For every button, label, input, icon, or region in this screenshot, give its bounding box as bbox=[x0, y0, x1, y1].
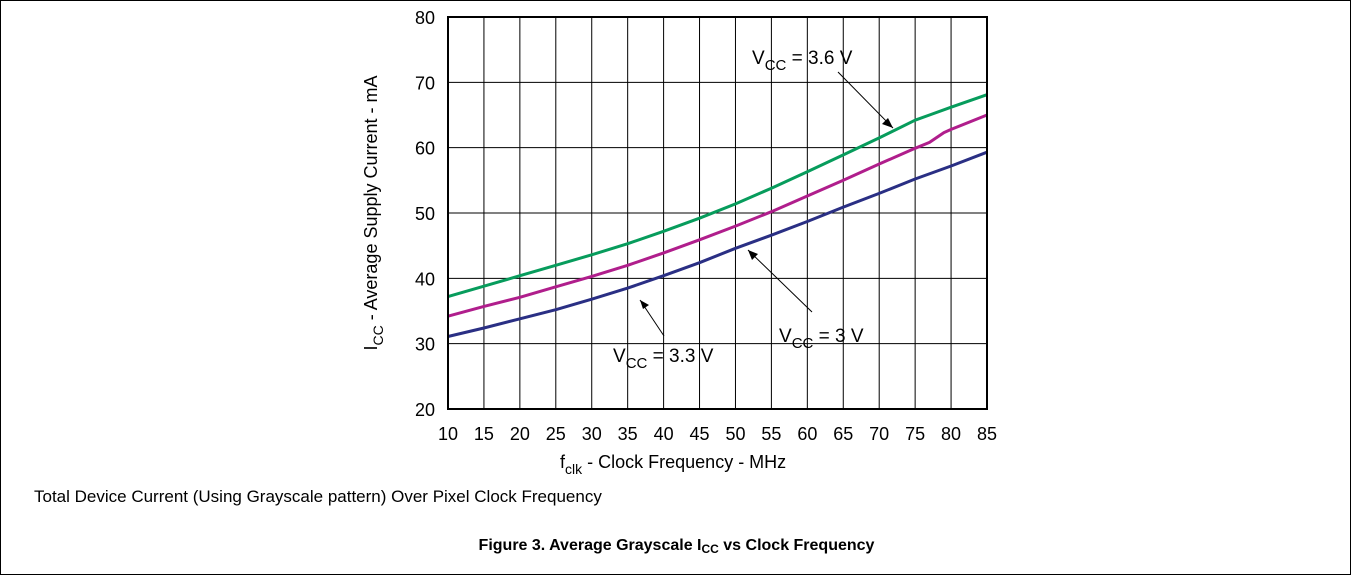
y-tick-label-50: 50 bbox=[415, 204, 435, 224]
figure-caption: Total Device Current (Using Grayscale pa… bbox=[34, 487, 602, 506]
annotation-vcc-3v: VCC = 3 V bbox=[779, 326, 864, 352]
series-line-0 bbox=[447, 93, 988, 299]
plot-area-border bbox=[447, 16, 988, 410]
annotation-arrowhead-3v bbox=[748, 250, 758, 260]
y-tick-label-60: 60 bbox=[415, 139, 435, 159]
x-axis-label: fclk - Clock Frequency - MHz bbox=[560, 452, 786, 477]
annotation-arrowhead-3v3 bbox=[640, 300, 649, 309]
y-tick-label-70: 70 bbox=[415, 73, 435, 93]
y-axis-label: ICC - Average Supply Current - mA bbox=[361, 75, 386, 350]
x-tick-label-35: 35 bbox=[618, 424, 638, 444]
series-line-2 bbox=[447, 150, 988, 338]
x-tick-labels: 10 15 20 25 30 35 40 45 50 55 60 65 70 75 80 85 bbox=[438, 424, 997, 444]
x-tick-label-10: 10 bbox=[438, 424, 458, 444]
x-tick-label-40: 40 bbox=[654, 424, 674, 444]
y-tick-label-40: 40 bbox=[415, 269, 435, 289]
x-tick-label-85: 85 bbox=[977, 424, 997, 444]
x-tick-label-65: 65 bbox=[833, 424, 853, 444]
annotation-vcc-3v6: VCC = 3.6 V bbox=[752, 48, 853, 74]
x-tick-label-45: 45 bbox=[690, 424, 710, 444]
x-tick-label-70: 70 bbox=[869, 424, 889, 444]
grid bbox=[447, 16, 988, 410]
y-tick-label-80: 80 bbox=[415, 8, 435, 28]
x-tick-label-80: 80 bbox=[941, 424, 961, 444]
x-tick-label-30: 30 bbox=[582, 424, 602, 444]
y-tick-labels: 20 30 40 50 60 70 80 bbox=[415, 8, 435, 420]
x-tick-label-75: 75 bbox=[905, 424, 925, 444]
annotation-arrow-3v bbox=[747, 249, 813, 313]
y-tick-label-30: 30 bbox=[415, 335, 435, 355]
series-line-1 bbox=[447, 113, 988, 318]
series-layer bbox=[447, 93, 988, 338]
x-tick-label-50: 50 bbox=[725, 424, 745, 444]
annotation-vcc-3v3: VCC = 3.3 V bbox=[613, 346, 714, 372]
annotation-arrow-3v6 bbox=[837, 71, 894, 129]
x-tick-label-60: 60 bbox=[797, 424, 817, 444]
x-tick-label-25: 25 bbox=[546, 424, 566, 444]
annotation-arrowhead-3v6 bbox=[882, 118, 893, 128]
chart: 20 30 40 50 60 70 80 10 15 20 25 30 35 40 45 50 55 60 65 7… bbox=[361, 8, 997, 477]
x-tick-label-20: 20 bbox=[510, 424, 530, 444]
figure-title: Figure 3. Average Grayscale ICC vs Clock… bbox=[478, 537, 875, 556]
x-tick-label-15: 15 bbox=[474, 424, 494, 444]
x-tick-label-55: 55 bbox=[761, 424, 781, 444]
annotations: VCC = 3.6 V VCC = 3.3 V VCC = 3 V bbox=[613, 48, 894, 372]
y-tick-label-20: 20 bbox=[415, 400, 435, 420]
